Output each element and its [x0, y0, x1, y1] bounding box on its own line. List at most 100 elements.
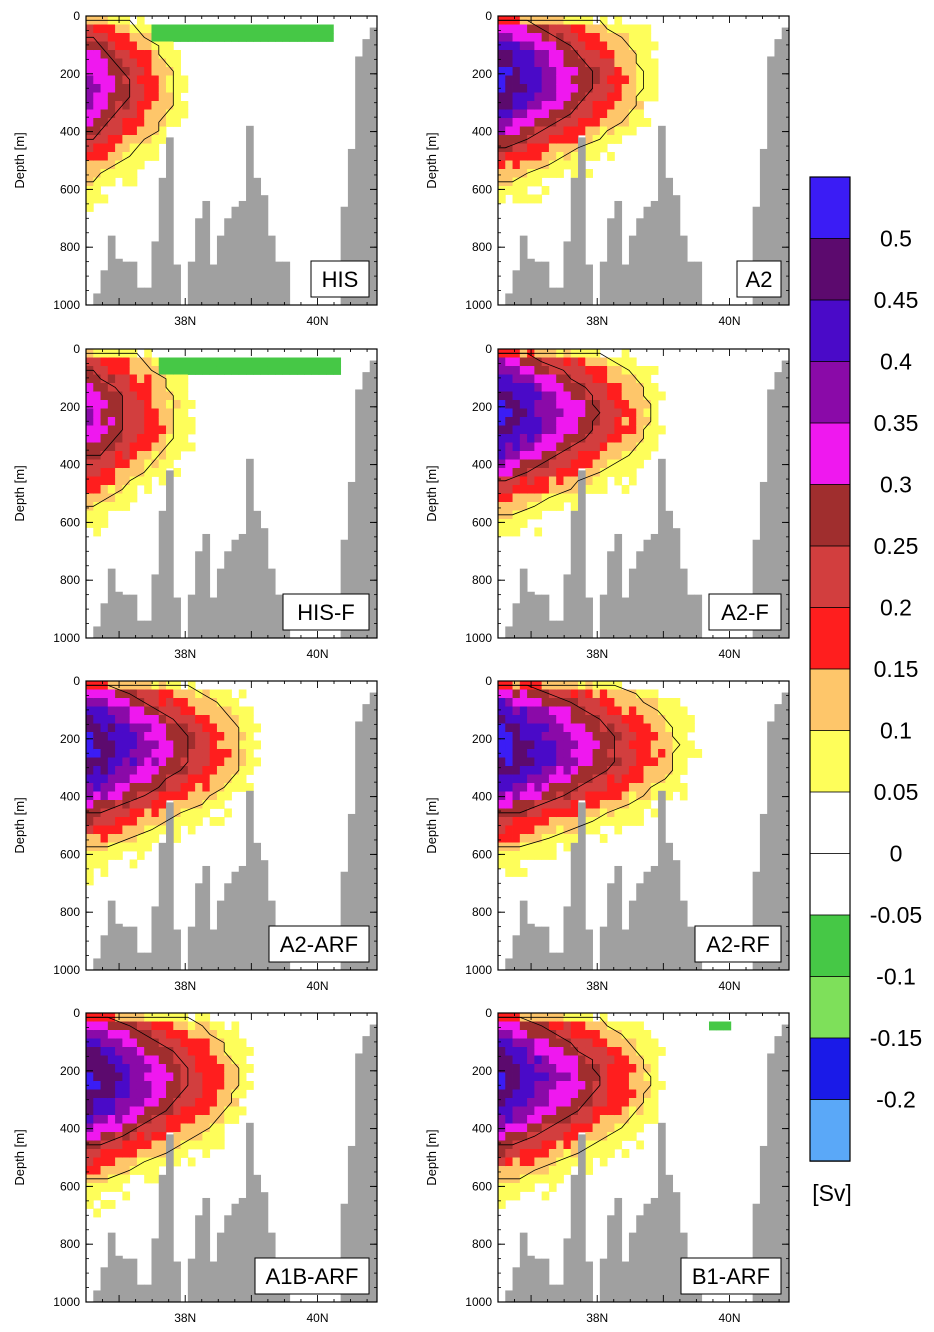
heatmap-cell [585, 1038, 593, 1048]
heatmap-cells [498, 1013, 732, 1209]
heatmap-cell [628, 126, 637, 136]
heatmap-cell [115, 1098, 123, 1107]
heatmap-cell [136, 1030, 145, 1039]
colorbar-segment [809, 791, 851, 855]
heatmap-cell [519, 101, 528, 110]
heatmap-cell [129, 757, 138, 767]
heatmap-cell [672, 783, 681, 792]
topography-column [100, 1267, 109, 1302]
heatmap-cell [187, 1123, 196, 1133]
heatmap-cell [527, 1055, 535, 1065]
heatmap-cell [519, 800, 528, 809]
heatmap-cell [93, 1072, 101, 1082]
heatmap-cell [519, 75, 528, 85]
heatmap-cell [166, 732, 174, 741]
heatmap-cell [144, 374, 152, 384]
topography-column [643, 206, 652, 305]
heatmap-cell [621, 774, 630, 784]
x-tick-label: 38N [586, 979, 608, 993]
heatmap-cell [607, 400, 615, 409]
heatmap-cell [679, 706, 688, 716]
heatmap-cell [563, 24, 572, 34]
heatmap-cell [628, 791, 637, 801]
heatmap-cell [599, 1098, 608, 1107]
heatmap-cell [570, 58, 579, 68]
heatmap-cell [115, 1157, 123, 1167]
heatmap-cell [527, 510, 535, 520]
heatmap-cell [151, 1030, 160, 1039]
heatmap-cell [122, 459, 131, 469]
heatmap-cell [187, 800, 196, 809]
heatmap-cell [541, 383, 550, 392]
heatmap-cell [180, 425, 189, 435]
heatmap-cell [129, 476, 138, 486]
heatmap-cell [592, 84, 601, 93]
heatmap-cell [556, 41, 564, 51]
heatmap-cell [216, 1047, 225, 1056]
heatmap-cell [173, 808, 181, 818]
heatmap-cell [144, 1055, 152, 1065]
heatmap-cell [599, 757, 608, 767]
heatmap-cell [527, 1157, 535, 1167]
heatmap-cell [144, 75, 152, 85]
heatmap-cell [556, 143, 564, 153]
heatmap-cell [100, 24, 109, 34]
heatmap-cell [173, 723, 181, 733]
heatmap-cell [180, 689, 189, 699]
heatmap-cell [158, 135, 167, 144]
topography-column [505, 293, 513, 305]
heatmap-cell [541, 442, 550, 452]
heatmap-cell [541, 825, 550, 835]
topography-column [100, 270, 109, 305]
heatmap-cell [534, 1089, 543, 1099]
heatmap-cell [563, 160, 572, 170]
heatmap-cell [607, 1106, 615, 1116]
heatmap-cell [498, 92, 506, 102]
heatmap-cell [534, 92, 543, 102]
heatmap-cell [541, 851, 550, 860]
heatmap-cell [209, 689, 218, 699]
heatmap-cell [100, 408, 109, 418]
heatmap-cell [628, 374, 637, 384]
heatmap-cell [129, 417, 138, 426]
topography-column [253, 177, 262, 305]
heatmap-cell [158, 33, 167, 42]
heatmap-cell [187, 766, 196, 775]
heatmap-cell [519, 126, 528, 136]
heatmap-cell [621, 459, 630, 469]
heatmap-cell [534, 160, 543, 170]
heatmap-cell [556, 58, 564, 68]
heatmap-cell [519, 740, 528, 750]
heatmap-cell [570, 1038, 579, 1048]
heatmap-cell [548, 50, 557, 59]
heatmap-cell [86, 75, 94, 85]
heatmap-cell [144, 408, 152, 418]
heatmap-cell [621, 698, 630, 707]
heatmap-cell [592, 825, 601, 835]
heatmap-cell [578, 774, 586, 784]
y-tick-label: 200 [472, 400, 492, 414]
topography-column [621, 264, 630, 305]
y-tick-label: 200 [60, 67, 80, 81]
heatmap-cell [650, 1089, 659, 1099]
heatmap-cell [231, 357, 240, 367]
heatmap-cell [556, 1021, 564, 1031]
topography-column [665, 1174, 674, 1302]
heatmap-cell [231, 732, 240, 741]
heatmap-cell [607, 1140, 615, 1150]
heatmap-cell [548, 391, 557, 401]
heatmap-cell [158, 757, 167, 767]
heatmap-cell [144, 834, 152, 843]
heatmap-cell [628, 757, 637, 767]
heatmap-cell [643, 374, 652, 384]
topography-column [238, 865, 247, 970]
colorbar-frame [809, 176, 851, 1162]
topography-column [658, 1122, 666, 1302]
heatmap-cell [129, 1072, 138, 1082]
topography-column [599, 261, 608, 305]
heatmap-cell [650, 75, 659, 85]
topography-column [115, 923, 123, 970]
heatmap-cell [100, 1106, 109, 1116]
heatmap-cell [86, 203, 94, 212]
